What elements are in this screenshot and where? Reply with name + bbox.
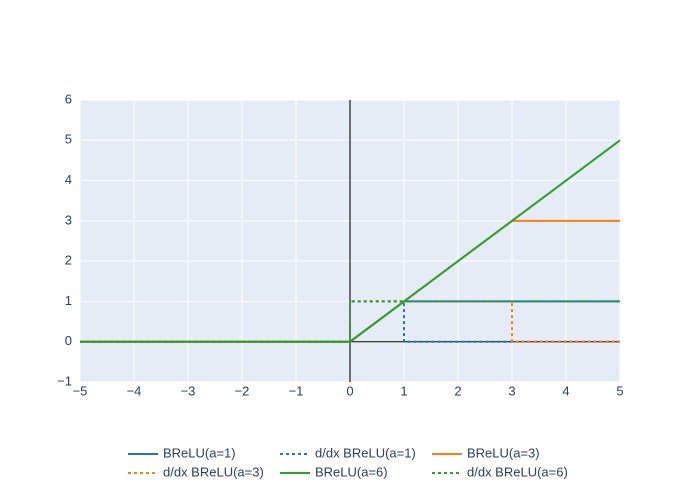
series-line xyxy=(80,300,620,343)
x-tick-label: 0 xyxy=(346,383,353,398)
legend-item: d/dx BReLU(a=3) xyxy=(128,464,264,479)
legend-label: BReLU(a=6) xyxy=(315,464,388,479)
y-tick-label: 2 xyxy=(65,253,72,268)
legend-item: d/dx BReLU(a=6) xyxy=(432,464,568,479)
x-tick-label: 5 xyxy=(616,383,623,398)
x-tick-label: 4 xyxy=(562,383,569,398)
y-tick-label: 0 xyxy=(65,333,72,348)
y-tick-label: 5 xyxy=(65,132,72,147)
x-tick-label: −3 xyxy=(181,383,196,398)
y-tick-label: 4 xyxy=(65,172,72,187)
legend-label: BReLU(a=1) xyxy=(163,445,236,460)
y-tick-label: 1 xyxy=(65,293,72,308)
legend-label: d/dx BReLU(a=6) xyxy=(467,464,568,479)
y-tick-label: 6 xyxy=(65,91,72,106)
x-tick-label: −4 xyxy=(127,383,142,398)
x-tick-label: 2 xyxy=(454,383,461,398)
y-tick-label: 3 xyxy=(65,212,72,227)
x-tick-label: 1 xyxy=(400,383,407,398)
x-tick-label: 3 xyxy=(508,383,515,398)
x-tick-label: −1 xyxy=(289,383,304,398)
legend-label: d/dx BReLU(a=3) xyxy=(163,464,264,479)
legend: BReLU(a=1) d/dx BReLU(a=1) BReLU(a=3) d/dx … xyxy=(128,445,568,479)
x-tick-label: −5 xyxy=(73,383,88,398)
legend-item: BReLU(a=6) xyxy=(280,464,388,479)
legend-label: d/dx BReLU(a=1) xyxy=(315,445,416,460)
legend-item: BReLU(a=1) xyxy=(128,445,236,460)
legend-label: BReLU(a=3) xyxy=(467,445,540,460)
y-tick-label: −1 xyxy=(57,373,72,388)
legend-item: BReLU(a=3) xyxy=(432,445,540,460)
legend-item: d/dx BReLU(a=1) xyxy=(280,445,416,460)
x-tick-label: −2 xyxy=(235,383,250,398)
